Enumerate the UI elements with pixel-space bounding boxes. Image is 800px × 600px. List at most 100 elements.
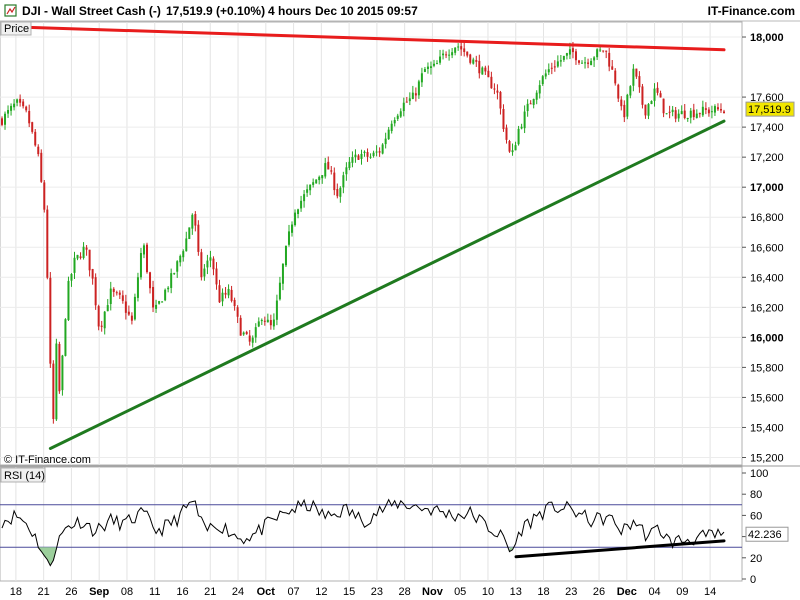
candle-body	[475, 60, 478, 62]
datetime: Dec 10 2015 09:57	[315, 4, 418, 18]
candle-body	[357, 155, 360, 160]
rsi-line-group	[1, 498, 725, 567]
y-tick-label: 17,400	[750, 122, 784, 134]
candle-body	[674, 110, 677, 119]
candle-body	[414, 93, 417, 96]
candle-body	[448, 54, 451, 56]
candle-body	[472, 59, 475, 64]
candle-body	[146, 244, 149, 273]
candle-body	[535, 92, 538, 100]
x-axis: 18 21 26 Sep 08 11 16 21 24 Oct 07 12 15 23 28 Nov 05 10 1…	[10, 586, 716, 598]
rsi-y-tick-label: 20	[750, 553, 762, 565]
candle-body	[79, 256, 82, 258]
candle-body	[596, 49, 599, 58]
candle-body	[242, 332, 245, 335]
candle-body	[1, 118, 3, 125]
candle-body	[366, 152, 369, 157]
x-tick-label: Dec	[617, 586, 637, 598]
candle-body	[402, 102, 405, 112]
candle-body	[541, 76, 544, 85]
candle-body	[581, 62, 584, 64]
rsi-oversold-area	[509, 547, 513, 552]
candle-body	[445, 54, 448, 56]
candle-body	[393, 119, 396, 124]
candle-body	[442, 53, 445, 56]
candle-body	[439, 56, 442, 63]
candle-body	[505, 127, 508, 140]
x-tick-label: 16	[176, 586, 188, 598]
candle-body	[363, 151, 366, 153]
candle-body	[284, 245, 287, 266]
candle-body	[142, 245, 145, 255]
candle-body	[499, 92, 502, 109]
candle-body	[544, 73, 547, 77]
candle-body	[67, 280, 70, 321]
y-tick-label: 15,600	[750, 392, 784, 404]
candle-body	[345, 167, 348, 175]
candle-body	[623, 104, 626, 118]
candle-body	[200, 252, 203, 278]
candle-body	[173, 273, 176, 275]
candle-body	[294, 212, 297, 226]
rsi-grid	[0, 467, 742, 581]
candle-body	[218, 285, 221, 303]
candle-body	[7, 110, 10, 114]
x-tick-label: 23	[565, 586, 577, 598]
candle-body	[167, 287, 170, 290]
brand: IT-Finance.com	[708, 4, 795, 18]
candle-body	[716, 107, 719, 110]
candle-body	[662, 98, 665, 114]
candle-body	[502, 108, 505, 130]
candle-body	[701, 106, 704, 116]
price-panel-tag[interactable]	[0, 21, 32, 36]
x-tick-label: 28	[399, 586, 411, 598]
candle-body	[577, 60, 580, 63]
candle-body	[707, 109, 710, 114]
candle-body	[215, 268, 218, 285]
candle-body	[109, 288, 112, 305]
candle-body	[112, 288, 115, 292]
candle-body	[194, 214, 197, 226]
x-tick-label: 18	[537, 586, 549, 598]
candle-body	[25, 106, 28, 111]
candle-body	[179, 255, 182, 263]
support-trendline[interactable]	[48, 119, 726, 450]
candle-body	[354, 154, 357, 158]
candle-body	[562, 55, 565, 60]
candle-body	[538, 85, 541, 94]
header-bar	[0, 0, 800, 21]
candle-body	[641, 86, 644, 105]
rsi-panel-tag[interactable]	[0, 467, 46, 483]
candle-body	[85, 247, 88, 250]
candle-body	[605, 50, 608, 52]
candle-body	[602, 50, 605, 52]
rsi-support-trendline[interactable]	[514, 539, 726, 559]
candle-body	[574, 51, 577, 61]
resistance-trendline[interactable]	[0, 25, 726, 52]
candle-body	[436, 63, 439, 65]
x-tick-label: 23	[371, 586, 383, 598]
price-trendlines	[0, 25, 726, 450]
candle-body	[668, 111, 671, 113]
candle-body	[161, 301, 164, 303]
candle-body	[191, 214, 194, 229]
y-tick-label: 16,200	[750, 302, 784, 314]
candle-body	[460, 46, 463, 50]
candle-body	[351, 157, 354, 163]
candle-body	[330, 170, 333, 172]
candle-body	[324, 163, 327, 177]
candle-body	[635, 68, 638, 77]
rsi-last-label: 42.236	[748, 529, 782, 541]
y-tick-label: 15,400	[750, 422, 784, 434]
candle-body	[514, 145, 517, 151]
period: 4 hours	[268, 4, 312, 18]
price-y-axis: 15,200 15,400 15,600 15,800 16,000 16,200 16,4…	[742, 32, 795, 464]
candle-body	[149, 272, 152, 289]
candle-body	[278, 282, 281, 300]
rsi-y-tick-label: 100	[750, 468, 768, 480]
candle-body	[239, 317, 242, 336]
candle-body	[713, 106, 716, 113]
candle-body	[130, 315, 133, 321]
candle-body	[719, 108, 722, 111]
